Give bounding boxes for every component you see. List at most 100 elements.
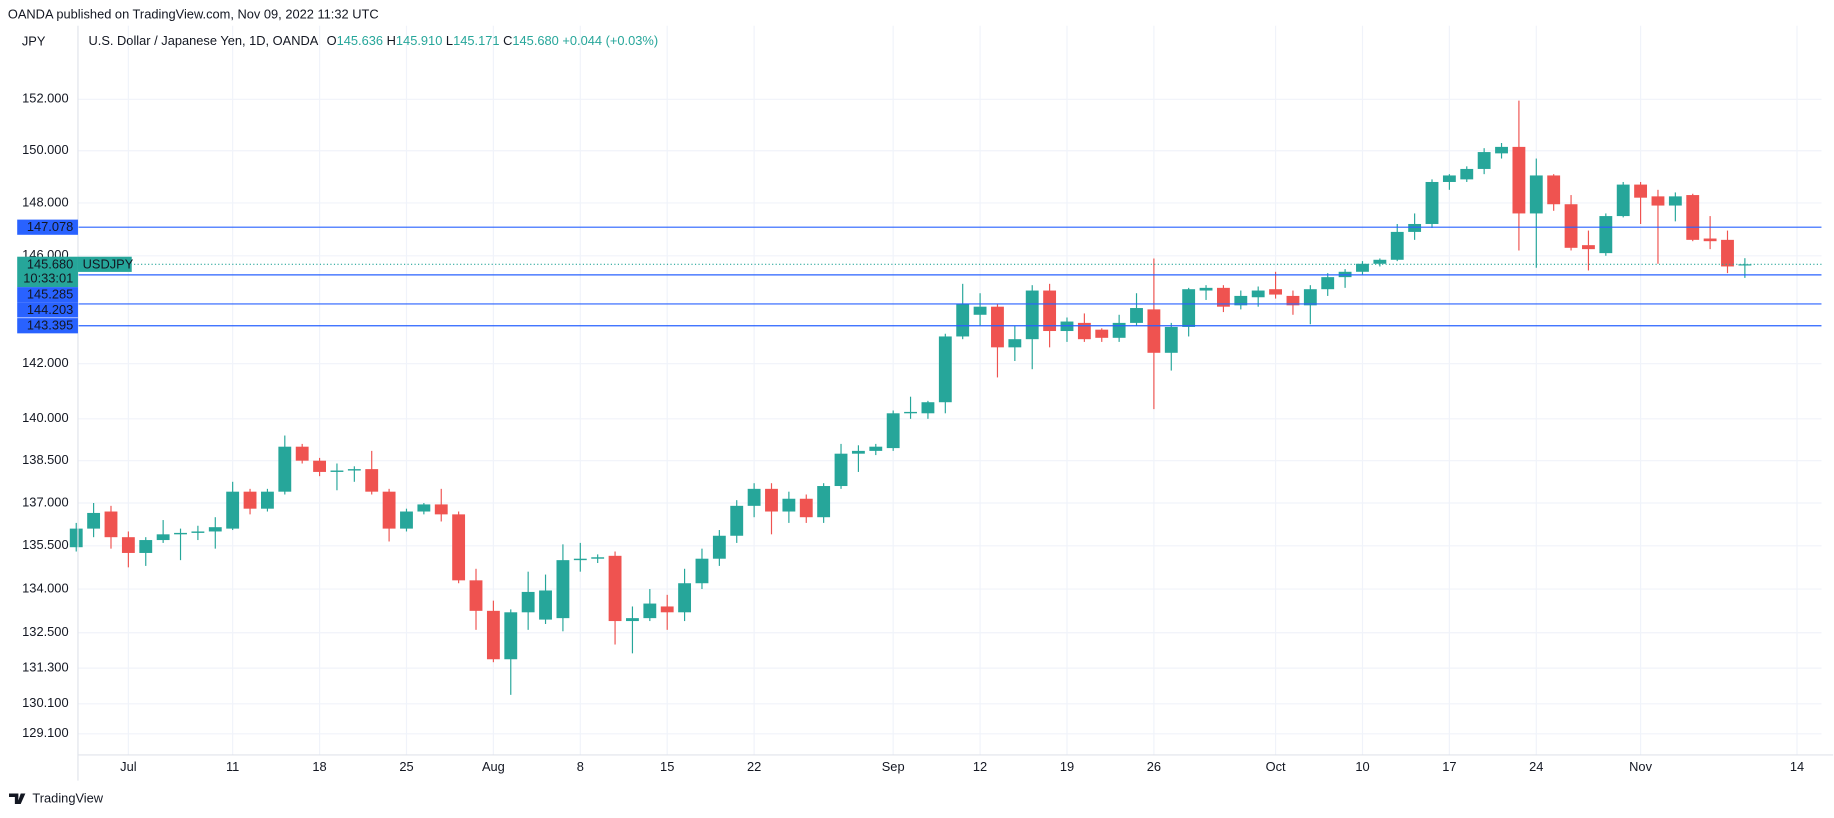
candle-body	[365, 469, 379, 492]
candle-body	[1425, 181, 1439, 224]
candle-body	[1651, 196, 1665, 206]
candle-body	[834, 453, 848, 487]
ohlc-value: 145.636	[337, 33, 383, 48]
ohlc-key: H	[387, 33, 396, 48]
candle-body	[765, 488, 778, 512]
candle-body	[400, 511, 413, 529]
candle-body	[260, 491, 274, 509]
x-tick-label: Jul	[120, 759, 136, 774]
price-line-box	[17, 287, 78, 303]
candle-body	[1025, 290, 1039, 340]
candle-body	[1599, 216, 1613, 254]
candle-body	[1251, 290, 1265, 298]
candle-body	[712, 535, 726, 559]
x-tick-label: 15	[660, 759, 674, 774]
candle-body	[1512, 146, 1526, 214]
x-tick-label: 17	[1442, 759, 1456, 774]
last-price-box	[17, 256, 78, 288]
price-line-label: 143.395	[27, 318, 73, 333]
candle-body	[1460, 168, 1474, 180]
x-tick-label: Oct	[1266, 759, 1286, 774]
candle-body	[938, 336, 952, 403]
candle-body	[1495, 146, 1508, 154]
ohlc-key: C	[503, 33, 512, 48]
ohlc-value: 145.910	[396, 33, 442, 48]
candle-body	[921, 402, 935, 414]
y-tick-label: 137.000	[22, 494, 68, 509]
candle-body	[1390, 231, 1404, 260]
candle-body	[782, 498, 796, 512]
candle-body	[956, 303, 970, 337]
brand-name: TradingView	[32, 791, 103, 806]
last-price-label: 145.680	[27, 256, 73, 271]
candle-body	[1286, 295, 1300, 306]
y-tick-label: 132.500	[22, 624, 68, 639]
x-tick-label: 14	[1790, 759, 1804, 774]
x-tick-label: 10	[1355, 759, 1369, 774]
candle-body	[1408, 223, 1422, 232]
price-line-box	[17, 219, 78, 235]
candle-body	[886, 413, 900, 449]
candle-body	[660, 606, 674, 613]
y-tick-label: 142.000	[22, 355, 68, 370]
x-tick-label: 11	[226, 759, 239, 774]
currency-label: JPY	[22, 33, 46, 48]
candle-body	[1547, 175, 1561, 205]
candle-body	[243, 491, 257, 509]
y-tick-label: 152.000	[22, 91, 68, 106]
candle-body	[1321, 277, 1335, 290]
y-tick-label: 148.000	[22, 194, 68, 209]
plot	[69, 100, 1822, 695]
candle-body	[1130, 308, 1143, 323]
candle-body	[1668, 196, 1682, 206]
y-tick-label: 129.100	[22, 725, 68, 740]
candle-body	[1043, 290, 1057, 332]
candle-body	[486, 610, 500, 660]
candle-body	[869, 446, 883, 451]
candle-body	[156, 534, 170, 541]
candle-body	[382, 491, 396, 529]
candle-body	[747, 488, 761, 506]
candle-body	[1216, 287, 1230, 307]
y-tick-label: 135.500	[22, 537, 68, 552]
candle-body	[851, 450, 865, 454]
y-tick-label: 140.000	[22, 410, 68, 425]
x-tick-label: Nov	[1629, 759, 1652, 774]
candle-body	[904, 411, 917, 414]
candle-body	[208, 527, 222, 532]
y-tick-label: 138.500	[22, 452, 68, 467]
chart-title: U.S. Dollar / Japanese Yen, 1D, OANDA	[88, 33, 318, 48]
brand: TradingView	[9, 791, 104, 806]
candle-body	[87, 512, 101, 529]
candle-body	[1164, 326, 1178, 353]
candle-body	[1095, 329, 1109, 338]
x-tick-label: 18	[312, 759, 326, 774]
price-line-label: 144.203	[27, 302, 73, 317]
candle-body	[1112, 322, 1126, 338]
candle-body	[330, 470, 344, 472]
candle-body	[521, 591, 535, 613]
y-tick-label: 130.100	[22, 695, 68, 710]
candle-body	[1738, 264, 1752, 266]
candle-body	[1199, 287, 1213, 291]
candle-body	[434, 504, 448, 515]
x-tick-label: 8	[577, 759, 584, 774]
ohlc-value: 145.171	[453, 33, 499, 48]
price-labels: 152.000150.000148.000146.000142.000140.0…	[17, 91, 1804, 774]
x-tick-label: 26	[1147, 759, 1161, 774]
candle-body	[504, 612, 518, 660]
y-tick-label: 150.000	[22, 142, 68, 157]
published-note: OANDA published on TradingView.com, Nov …	[8, 7, 379, 22]
candle-body	[1077, 322, 1091, 340]
grid	[77, 25, 1822, 755]
candle-body	[591, 557, 605, 559]
brand-logo	[9, 793, 26, 804]
ohlc-key: O	[327, 33, 337, 48]
candle-body	[1303, 289, 1317, 306]
ohlc-value: 145.680	[512, 33, 558, 48]
candle-body	[278, 446, 292, 492]
ohlc-key: L	[446, 33, 453, 48]
candle-body	[817, 486, 831, 518]
candle-body	[226, 491, 240, 529]
